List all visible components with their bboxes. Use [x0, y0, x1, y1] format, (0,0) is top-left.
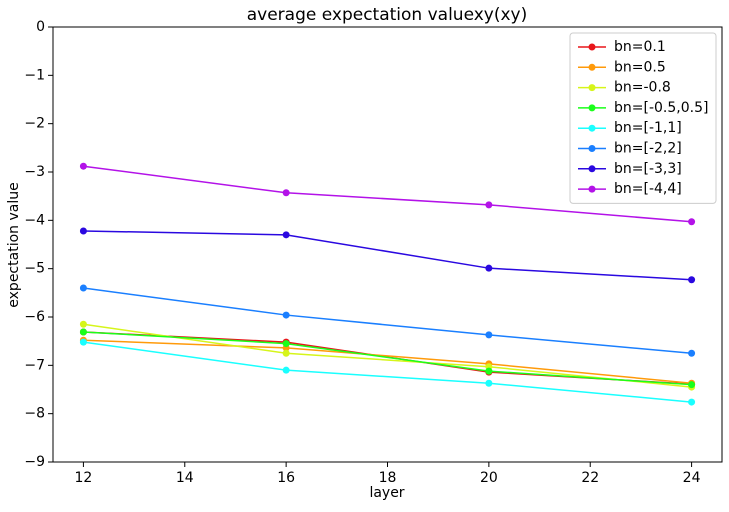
data-point: [79, 328, 87, 336]
series-line: [83, 165, 692, 223]
data-point: [282, 231, 290, 239]
x-tick-label: 12: [74, 470, 92, 486]
data-point: [485, 201, 493, 209]
plot-frame: [52, 26, 723, 463]
x-tick-label: 22: [581, 470, 599, 486]
y-tick-label: −7: [24, 357, 45, 373]
data-point: [688, 218, 696, 226]
y-tick-label: −9: [24, 454, 45, 470]
y-axis-label: expectation value: [6, 182, 22, 307]
legend-marker: [588, 104, 596, 112]
data-point: [79, 284, 87, 292]
y-tick-label: −3: [24, 164, 45, 180]
data-point: [688, 276, 696, 284]
legend-marker: [588, 63, 596, 71]
data-point: [282, 311, 290, 319]
data-point: [79, 162, 87, 170]
legend-marker: [588, 43, 596, 51]
x-tick-label: 24: [683, 470, 701, 486]
legend-marker: [588, 124, 596, 132]
data-point: [485, 264, 493, 272]
data-point: [485, 367, 493, 375]
x-tick-label: 18: [379, 470, 397, 486]
y-tick-label: −4: [24, 212, 45, 228]
legend-label: bn=[-0.5,0.5]: [614, 100, 708, 116]
series-line: [83, 323, 692, 388]
series-line: [83, 230, 692, 281]
legend-label: bn=[-3,3]: [614, 161, 682, 177]
y-tick-label: −5: [24, 261, 45, 277]
series-line: [83, 287, 692, 354]
x-tick-label: 20: [480, 470, 498, 486]
x-tick-label: 16: [277, 470, 295, 486]
y-tick-label: −6: [24, 309, 45, 325]
legend-box: [569, 32, 717, 204]
legend-marker: [588, 185, 596, 193]
data-point: [688, 398, 696, 406]
data-point: [282, 189, 290, 197]
data-point: [79, 338, 87, 346]
legend-label: bn=-0.8: [614, 80, 671, 96]
series-line: [83, 341, 692, 403]
data-point: [688, 381, 696, 389]
legend-label: bn=0.1: [614, 39, 666, 55]
legend-marker: [588, 84, 596, 92]
legend-label: bn=[-4,4]: [614, 181, 682, 197]
data-point: [688, 349, 696, 357]
y-tick-label: 0: [36, 19, 45, 35]
data-point: [282, 340, 290, 348]
y-tick-label: −1: [24, 67, 45, 83]
data-point: [79, 320, 87, 328]
data-point: [282, 349, 290, 357]
x-axis-label: layer: [369, 485, 404, 501]
data-point: [485, 331, 493, 339]
y-tick-label: −2: [24, 116, 45, 132]
legend-label: bn=[-2,2]: [614, 141, 682, 157]
data-point: [79, 227, 87, 235]
series-line: [83, 339, 692, 384]
y-tick-label: −8: [24, 406, 45, 422]
legend-marker: [588, 165, 596, 173]
legend-marker: [588, 145, 596, 152]
x-tick-label: 14: [176, 470, 194, 486]
series-line: [83, 331, 692, 386]
legend-label: bn=0.5: [614, 59, 666, 75]
legend-label: bn=[-1,1]: [614, 120, 682, 136]
chart-title: average expectation valuexy(xy): [247, 5, 528, 25]
data-point: [485, 379, 493, 387]
data-point: [282, 366, 290, 374]
